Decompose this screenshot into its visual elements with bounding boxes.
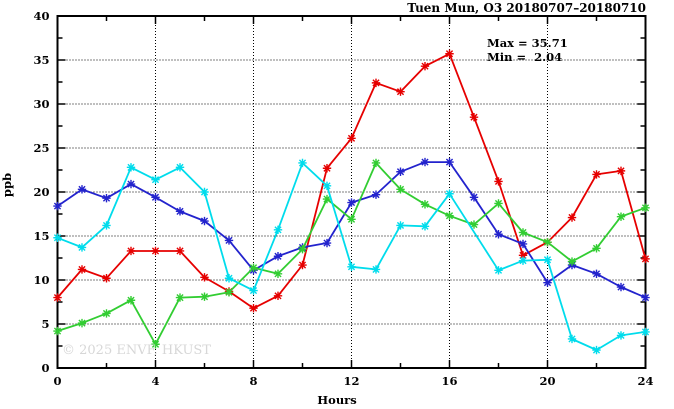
x-tick-label: 0 [53, 374, 61, 388]
y-tick-label: 10 [33, 273, 49, 287]
green-day-series-markers [53, 158, 650, 349]
y-tick-label: 20 [33, 185, 49, 199]
x-tick-label: 16 [441, 374, 457, 388]
cyan-day-series-line [57, 162, 646, 351]
y-tick-label: 30 [33, 97, 49, 111]
y-tick-label: 40 [33, 9, 49, 23]
x-tick-label: 24 [637, 374, 653, 388]
plot-frame [56, 15, 647, 369]
x-tick-label: 8 [249, 374, 257, 388]
legend-min-value: Min = 2.04 [487, 50, 563, 64]
y-tick-label: 25 [33, 141, 49, 155]
y-tick-label: 5 [41, 317, 49, 331]
red-day-series-markers [53, 49, 650, 313]
y-tick-label: 0 [41, 361, 49, 375]
x-tick-label: 12 [343, 374, 359, 388]
x-axis-title: Hours [317, 393, 357, 407]
y-axis-title: ppb [0, 172, 14, 198]
y-tick-label: 15 [33, 229, 49, 243]
y-tick-label: 35 [33, 53, 49, 67]
x-tick-label: 4 [151, 374, 159, 388]
cyan-day-series-markers [53, 158, 650, 355]
x-tick-label: 20 [539, 374, 555, 388]
chart-title: Tuen Mun, O3 20180707–20180710 [407, 1, 646, 15]
maxmin-legend: Max = 35.71 Min = 2.04 [487, 36, 568, 64]
watermark: © 2025 ENVF, HKUST [62, 343, 211, 358]
legend-max-value: Max = 35.71 [487, 36, 568, 50]
